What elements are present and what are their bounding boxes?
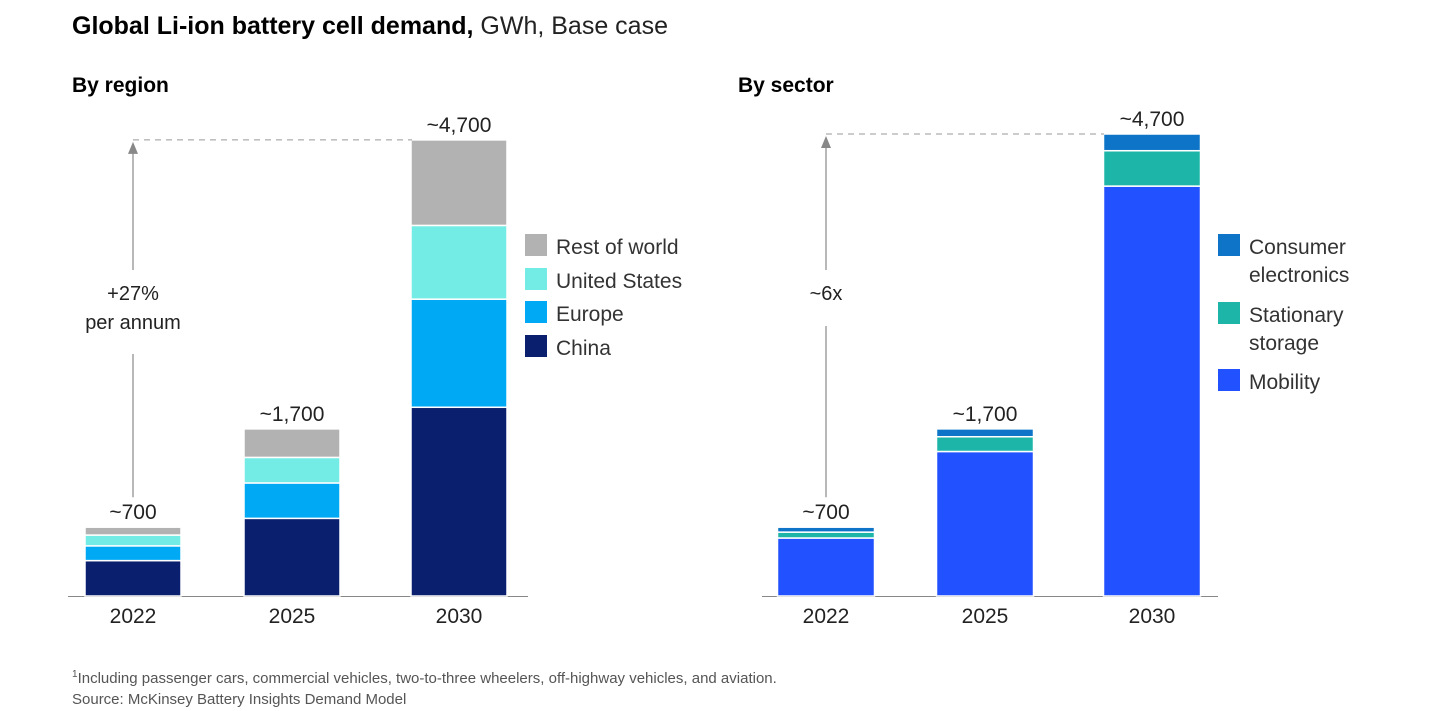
legend-swatch-mobility xyxy=(1218,369,1240,391)
bar-europe-2025 xyxy=(243,482,341,520)
legend-swatch-china xyxy=(525,335,547,357)
legend-label-rest-of-world: Rest of world xyxy=(556,236,679,259)
bar-united-states-2022 xyxy=(84,534,182,547)
legend-label-stationary-storage-line-2: storage xyxy=(1249,332,1319,355)
footnote-marker: 1 xyxy=(72,669,78,680)
bar-consumer-electronics-2030 xyxy=(1102,133,1202,152)
footnote: 1Including passenger cars, commercial ve… xyxy=(72,664,777,710)
bar-china-2030 xyxy=(410,406,508,597)
x-tick-label-2025: 2025 xyxy=(962,605,1009,628)
legend-swatch-united-states xyxy=(525,268,547,290)
bar-consumer-electronics-2025 xyxy=(935,428,1035,438)
bar-mobility-2030 xyxy=(1102,185,1202,597)
growth-annotation-2-line-1: ~6x xyxy=(810,283,843,305)
bar-europe-2030 xyxy=(410,298,508,409)
source-line: Source: McKinsey Battery Insights Demand… xyxy=(72,691,407,708)
total-label-2022: ~700 xyxy=(109,501,156,524)
footnote-line: 1Including passenger cars, commercial ve… xyxy=(72,664,777,689)
legend-label-europe: Europe xyxy=(556,303,624,326)
x-tick-label-2022: 2022 xyxy=(110,605,157,628)
bar-stationary-storage-2025 xyxy=(935,436,1035,453)
x-tick-label-2025: 2025 xyxy=(269,605,316,628)
legend-label-china: China xyxy=(556,337,611,360)
bar-europe-2022 xyxy=(84,545,182,562)
panel-title-region: By region xyxy=(72,74,169,97)
growth-annotation-1-line-1: +27% xyxy=(107,283,159,305)
bar-china-2025 xyxy=(243,517,341,597)
growth-arrowhead-2 xyxy=(821,136,831,148)
legend-swatch-rest-of-world xyxy=(525,234,547,256)
total-label-2030: ~4,700 xyxy=(1120,108,1185,131)
legend-swatch-stationary-storage xyxy=(1218,302,1240,324)
legend-label-united-states: United States xyxy=(556,270,682,293)
legend-label-consumer-electronics-line-2: electronics xyxy=(1249,264,1349,287)
total-label-2030: ~4,700 xyxy=(427,114,492,137)
x-tick-label-2030: 2030 xyxy=(1129,605,1176,628)
chart-title: Global Li-ion battery cell demand, GWh, … xyxy=(72,12,668,41)
chart-title-main: Global Li-ion battery cell demand, xyxy=(72,12,474,40)
panel-title-sector: By sector xyxy=(738,74,834,97)
growth-annotation-1-line-2: per annum xyxy=(85,312,181,334)
bar-united-states-2030 xyxy=(410,224,508,300)
total-label-2022: ~700 xyxy=(802,501,849,524)
total-label-2025: ~1,700 xyxy=(953,403,1018,426)
legend-label-stationary-storage: Stationary xyxy=(1249,304,1344,327)
total-label-2025: ~1,700 xyxy=(260,403,325,426)
bar-rest-of-world-2022 xyxy=(84,526,182,536)
x-tick-label-2022: 2022 xyxy=(803,605,850,628)
bar-mobility-2022 xyxy=(776,537,876,597)
bar-rest-of-world-2030 xyxy=(410,139,508,227)
bar-stationary-storage-2022 xyxy=(776,531,876,539)
legend-label-mobility: Mobility xyxy=(1249,371,1321,394)
legend-swatch-europe xyxy=(525,301,547,323)
bar-stationary-storage-2030 xyxy=(1102,149,1202,187)
bar-rest-of-world-2025 xyxy=(243,428,341,459)
bar-china-2022 xyxy=(84,559,182,597)
growth-arrowhead-1 xyxy=(128,141,138,154)
legend-swatch-consumer-electronics xyxy=(1218,234,1240,256)
chart-title-unit: GWh, Base case xyxy=(473,12,668,40)
bar-consumer-electronics-2022 xyxy=(776,526,876,533)
bar-mobility-2025 xyxy=(935,450,1035,597)
bar-united-states-2025 xyxy=(243,456,341,484)
footnote-text: Including passenger cars, commercial veh… xyxy=(77,670,777,687)
x-tick-label-2030: 2030 xyxy=(436,605,483,628)
legend-label-consumer-electronics: Consumer xyxy=(1249,236,1346,259)
